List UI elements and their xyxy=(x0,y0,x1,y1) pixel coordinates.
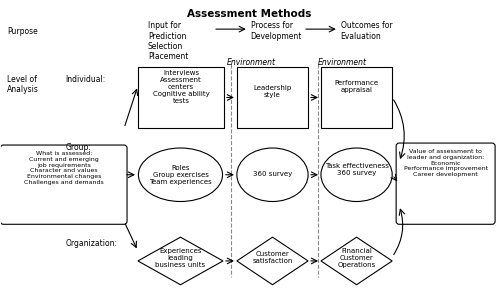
Text: Roles
Group exercises
Team experiences: Roles Group exercises Team experiences xyxy=(149,165,212,185)
Text: Group:: Group: xyxy=(66,143,92,152)
FancyBboxPatch shape xyxy=(0,145,127,224)
Polygon shape xyxy=(138,237,223,285)
Text: Process for
Development: Process for Development xyxy=(250,21,302,41)
FancyBboxPatch shape xyxy=(138,67,224,128)
Text: Task effectiveness
360 survey: Task effectiveness 360 survey xyxy=(324,163,388,176)
Ellipse shape xyxy=(321,148,392,201)
Text: Financial
Customer
Operations: Financial Customer Operations xyxy=(338,248,376,268)
Text: What is assessed:
Current and emerging
job requirements
Character and values
Env: What is assessed: Current and emerging j… xyxy=(24,151,103,185)
Text: Leadership
style: Leadership style xyxy=(254,85,292,98)
Text: 360 survey: 360 survey xyxy=(253,171,292,177)
FancyBboxPatch shape xyxy=(396,143,495,224)
Text: Interviews
Assessment
centers
Cognitive ability
tests: Interviews Assessment centers Cognitive … xyxy=(152,70,210,104)
Text: Input for
Prediction
Selection
Placement: Input for Prediction Selection Placement xyxy=(148,21,188,61)
Text: Outcomes for
Evaluation: Outcomes for Evaluation xyxy=(340,21,392,41)
Text: Customer
satisfaction: Customer satisfaction xyxy=(252,251,292,264)
Ellipse shape xyxy=(138,148,222,201)
Text: Assessment Methods: Assessment Methods xyxy=(186,9,311,19)
Text: Experiences
leading
business units: Experiences leading business units xyxy=(156,248,206,268)
Text: Environment: Environment xyxy=(227,58,276,67)
Text: Purpose: Purpose xyxy=(8,27,38,36)
Text: Organization:: Organization: xyxy=(66,239,118,248)
Text: Individual:: Individual: xyxy=(66,75,106,84)
FancyBboxPatch shape xyxy=(321,67,392,128)
Text: Environment: Environment xyxy=(318,58,367,67)
Polygon shape xyxy=(237,237,308,285)
FancyBboxPatch shape xyxy=(237,67,308,128)
Polygon shape xyxy=(321,237,392,285)
Text: Value of assessment to
leader and organization:
Economic
Performance improvement: Value of assessment to leader and organi… xyxy=(404,149,487,177)
Ellipse shape xyxy=(237,148,308,201)
Text: Level of
Analysis: Level of Analysis xyxy=(8,75,39,94)
Text: Performance
appraisal: Performance appraisal xyxy=(334,80,378,93)
